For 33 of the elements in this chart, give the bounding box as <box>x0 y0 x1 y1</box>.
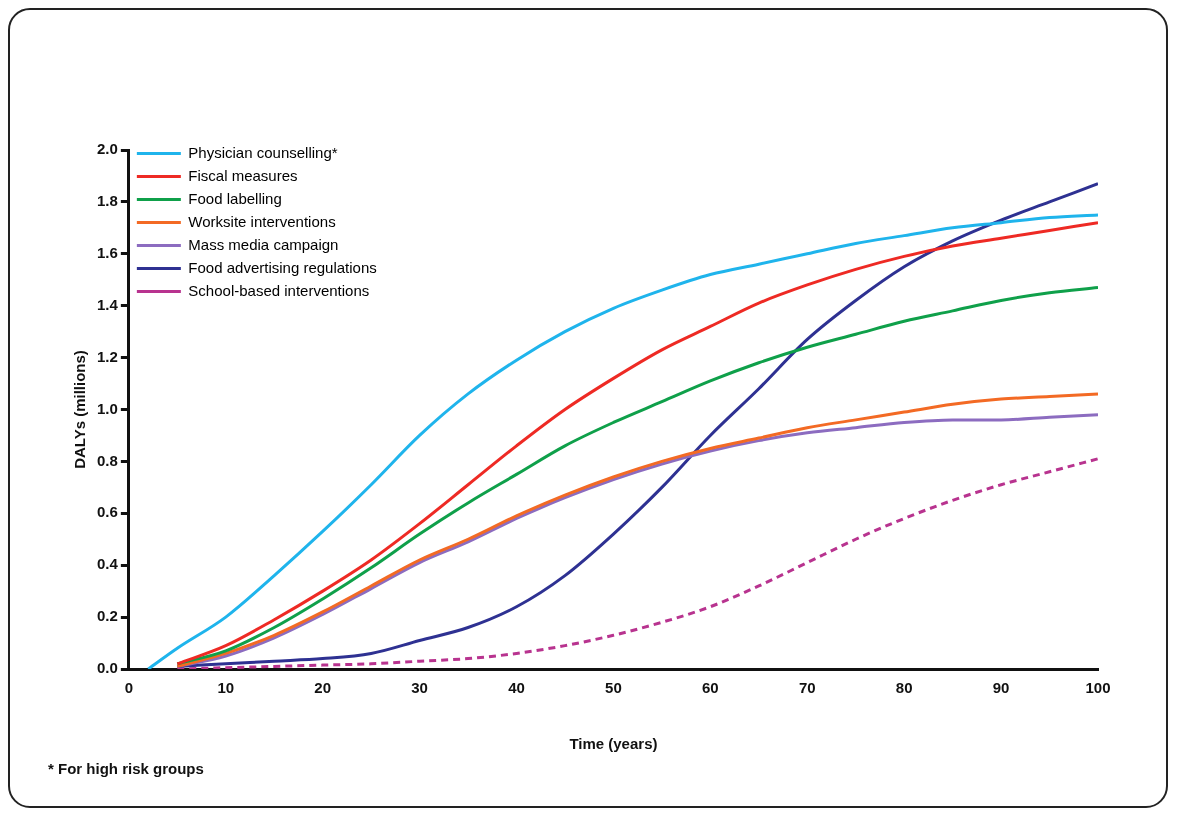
x-tick-label: 60 <box>702 679 719 697</box>
y-tick-label: 1.8 <box>96 192 118 210</box>
x-tick-label: 20 <box>314 679 332 697</box>
legend-label: Food labelling <box>188 189 282 207</box>
y-tick-label: 0.6 <box>96 503 118 521</box>
x-tick-label: 80 <box>895 679 913 697</box>
x-tick-label: 100 <box>1085 679 1111 697</box>
x-axis-title: Time (years) <box>569 735 658 753</box>
y-tick-label: 2.0 <box>96 140 118 158</box>
x-tick-label: 70 <box>798 679 816 697</box>
y-tick-label: 1.0 <box>96 399 118 417</box>
x-tick-label: 50 <box>605 679 622 697</box>
line-series <box>175 457 1098 669</box>
text: * For high risk groups <box>48 760 204 777</box>
legend-label: Fiscal measures <box>188 166 298 184</box>
y-tick-label: 0.0 <box>96 659 118 677</box>
y-tick-label: 1.4 <box>96 295 119 313</box>
legend-label: Mass media campaign <box>188 235 339 253</box>
y-axis-title: DALYs (millions) <box>71 350 89 469</box>
y-tick-label: 0.8 <box>96 451 118 469</box>
x-tick-label: 30 <box>411 679 428 697</box>
legend-label: School-based interventions <box>188 281 370 299</box>
y-tick-label: 0.4 <box>96 555 119 573</box>
x-tick-label: 40 <box>508 679 525 697</box>
y-tick-label: 0.2 <box>96 607 118 625</box>
x-tick-label: 10 <box>217 679 235 697</box>
legend-label: Physician counselling* <box>188 143 338 161</box>
legend-label: Food advertising regulations <box>188 258 377 276</box>
y-tick-label: 1.6 <box>96 243 118 261</box>
y-tick-label: 1.2 <box>96 347 118 365</box>
x-tick-label: 0 <box>124 679 134 697</box>
legend-label: Worksite interventions <box>188 212 336 230</box>
x-tick-label: 90 <box>992 679 1010 697</box>
